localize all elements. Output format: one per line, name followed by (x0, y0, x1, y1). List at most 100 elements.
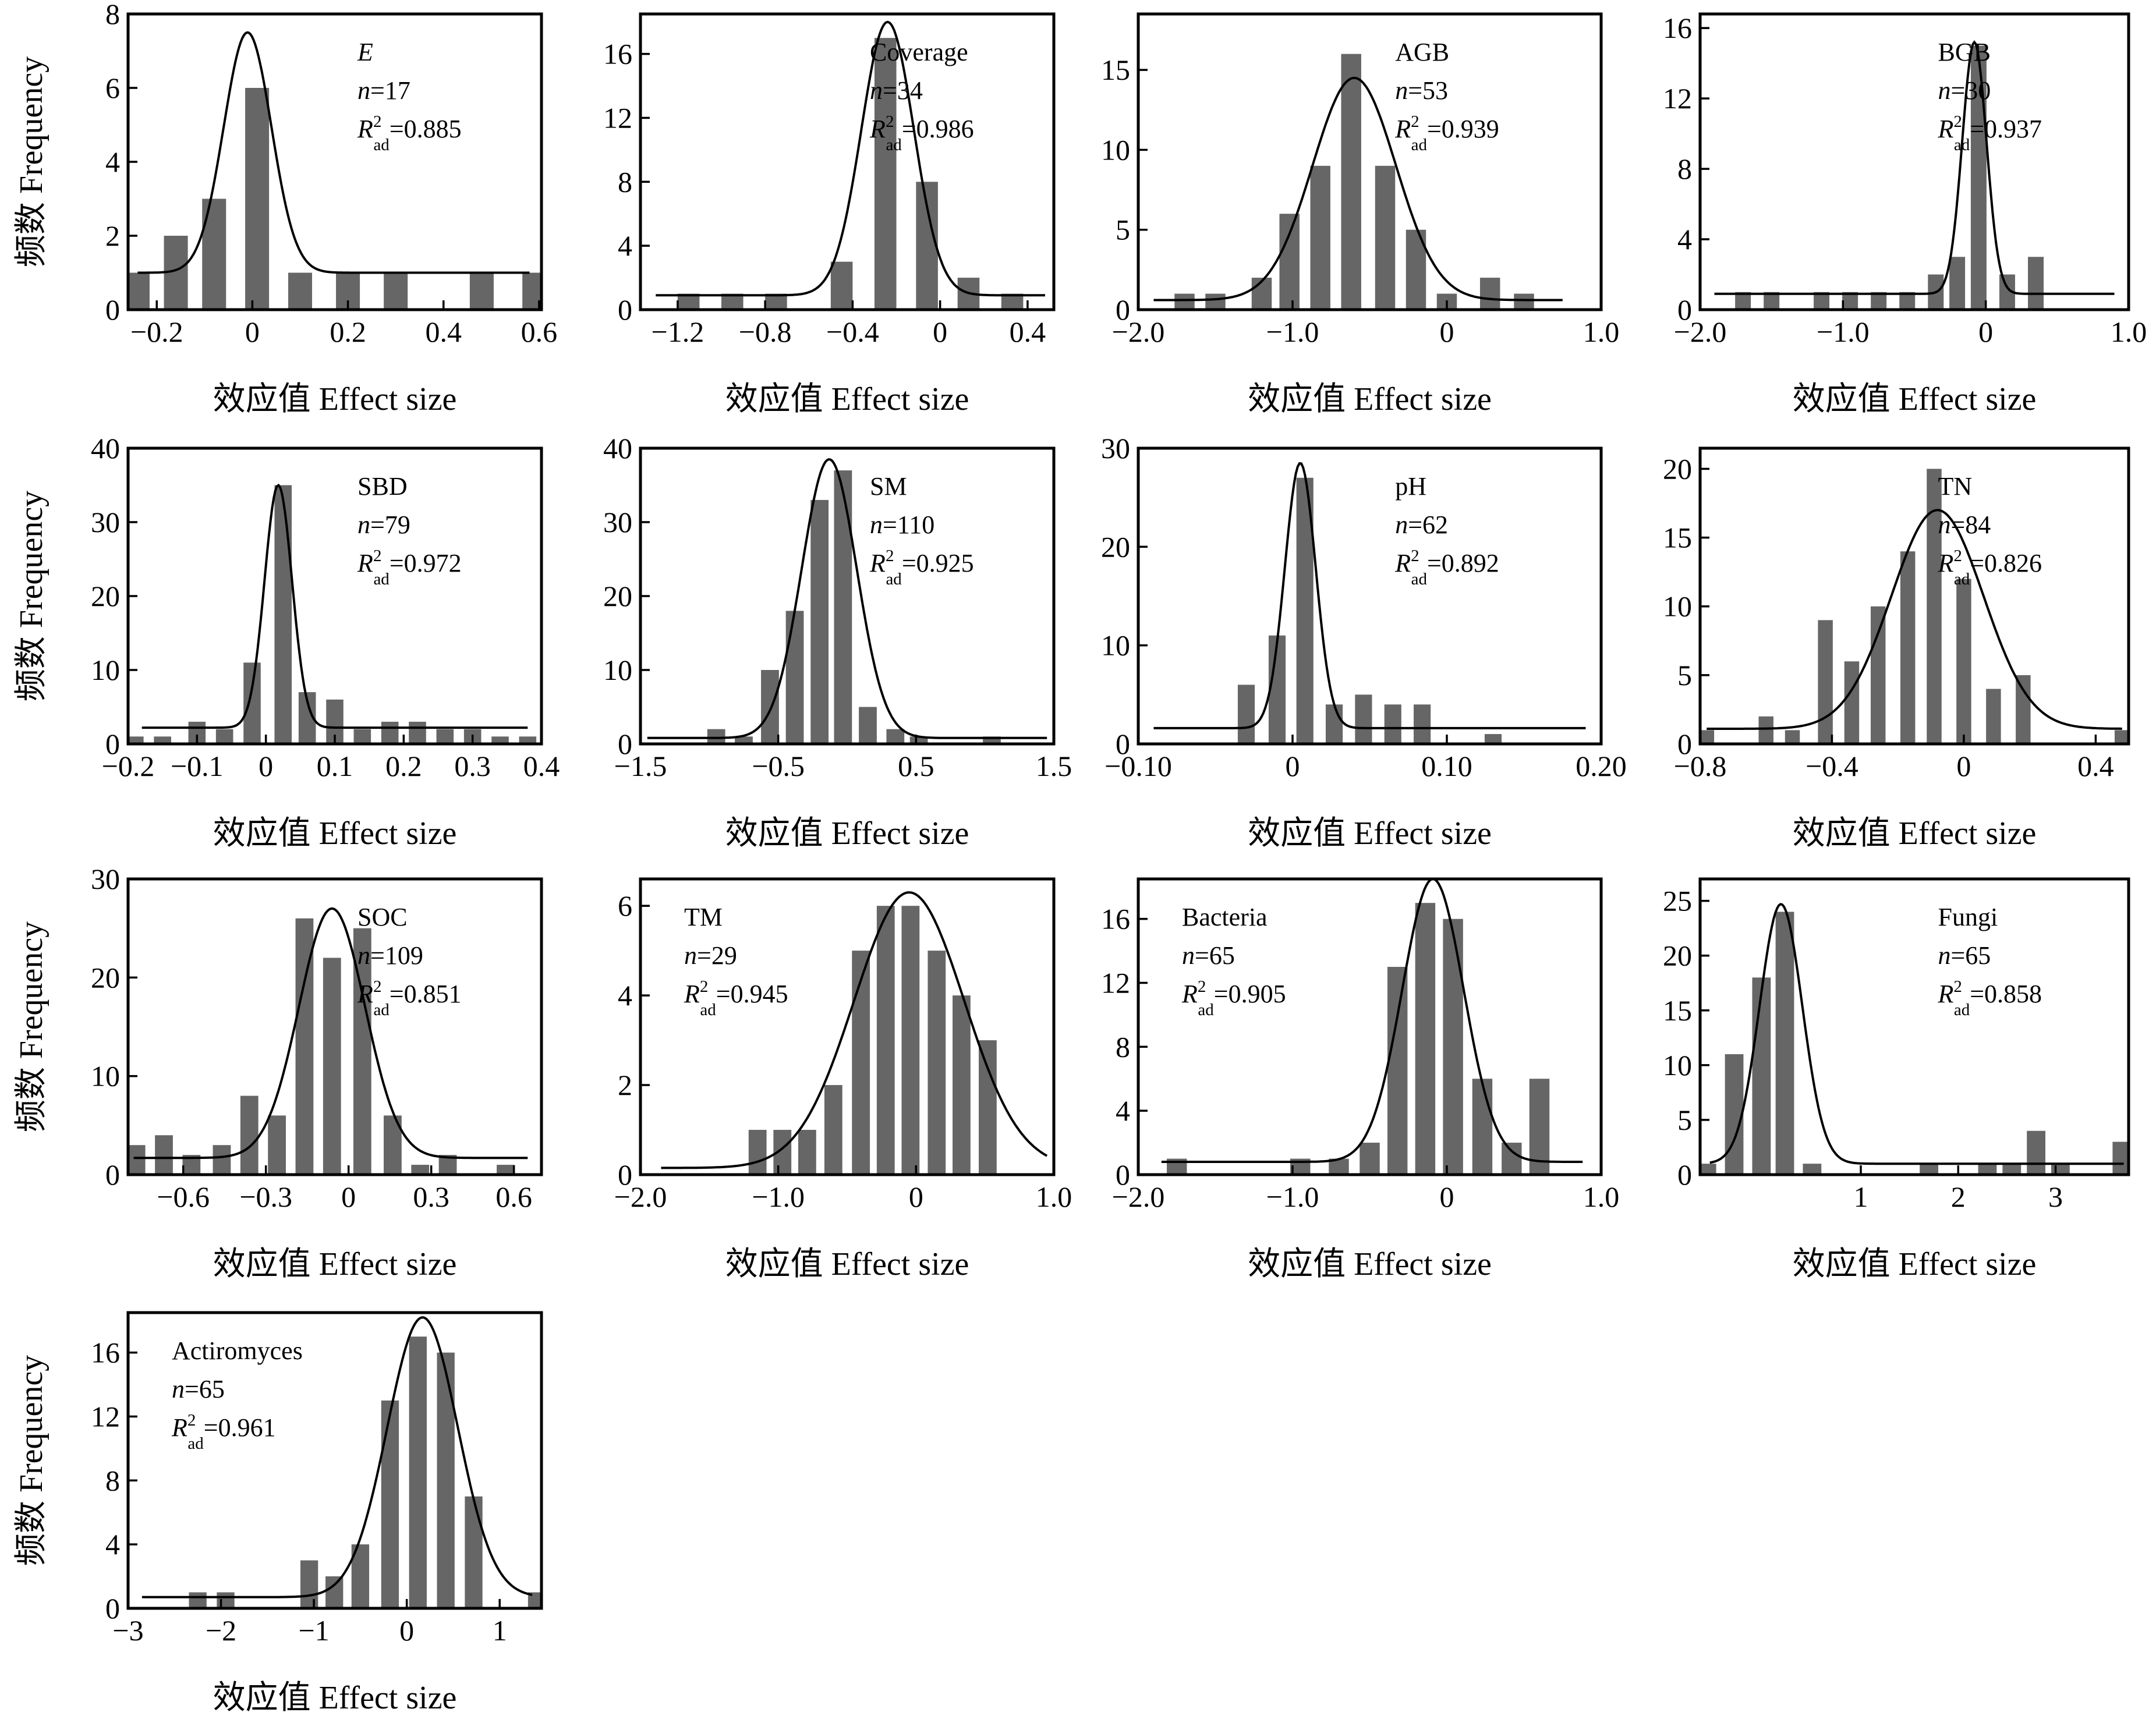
bars (1174, 54, 1534, 310)
x-tick-label: −0.8 (1674, 750, 1727, 782)
panel-annotation: Actiromyces n=65 R2 ad=0.961 (171, 1336, 303, 1453)
histogram-bar (1978, 1164, 1997, 1175)
histogram-bar (528, 1592, 541, 1608)
histogram-bar (384, 272, 408, 310)
adjusted-r2-text: R2 ad=0.961 (171, 1411, 276, 1453)
y-tick-label: 8 (618, 165, 632, 198)
histogram-bar (1360, 1143, 1380, 1175)
gaussian-fit-curve (1153, 76, 1563, 302)
y-tick-label: 8 (1677, 153, 1692, 185)
histogram-bar (909, 736, 928, 744)
y-tick-label: 20 (1101, 530, 1130, 563)
histogram-bar (953, 995, 971, 1175)
x-tick-label: −1.0 (752, 1180, 805, 1213)
adjusted-r2-text: R2 ad=0.858 (1937, 977, 2042, 1019)
x-tick-label: −2.0 (1112, 1180, 1165, 1213)
x-axis-title: 效应值 Effect size (725, 381, 969, 417)
sample-size-symbol: n (1182, 941, 1195, 970)
x-tick-label: 0.2 (385, 750, 422, 782)
bars (1237, 477, 1502, 744)
plot-frame (1137, 12, 1603, 311)
panel-agb: −2.0 −1.0 0 1.0 0 5 10 15 效应值 Effect size AGB n=53… (1101, 12, 1619, 417)
sample-size-value: =65 (1950, 941, 1991, 970)
panel-label: E (357, 38, 373, 66)
histogram-bar (381, 1401, 399, 1608)
histogram-bar (288, 272, 313, 310)
panel-label: Coverage (870, 38, 968, 66)
plot-frame (126, 12, 543, 311)
gaussian-fit-curve (656, 20, 1045, 297)
panel-annotation: Coverage n=34 R2 ad=0.986 (869, 38, 974, 154)
x-tick-label: −0.3 (239, 1180, 292, 1213)
y-tick-label: 5 (1677, 659, 1692, 692)
x-tick-label: −0.8 (739, 315, 792, 348)
histogram-bar (1479, 278, 1500, 310)
r2-superscript: 2 (373, 547, 382, 565)
r2-superscript: 2 (700, 977, 709, 996)
r2-subscript: ad (886, 136, 902, 154)
y-tick-label: 12 (91, 1400, 120, 1433)
histogram-bar (834, 470, 852, 744)
histogram-bar (2051, 1164, 2070, 1175)
panel-label: Bacteria (1182, 903, 1268, 931)
sample-size-value: =53 (1408, 76, 1448, 105)
histogram-bar (411, 1165, 430, 1175)
r2-symbol: R (1394, 549, 1411, 577)
sample-size-value: =30 (1950, 76, 1991, 105)
adjusted-r2-text: R2 ad=0.925 (869, 547, 974, 588)
y-tick-label: 10 (91, 1060, 120, 1093)
histogram-bar (1174, 293, 1195, 310)
histogram-bar (1814, 292, 1830, 310)
y-tick-label: 15 (1663, 994, 1692, 1027)
histogram-bar (1529, 1079, 1550, 1175)
histogram-bar (300, 1560, 318, 1608)
histogram-bar (830, 261, 853, 310)
histogram-bar (859, 707, 877, 744)
y-axis-title: 频数 Frequency (13, 491, 49, 701)
histogram-bar (1341, 54, 1361, 310)
sample-size-value: =110 (883, 510, 934, 539)
sample-size-value: =34 (883, 76, 923, 105)
panel-coverage: −1.2 −0.8 −0.4 0 0.4 0 4 8 12 16 效应值 Effect size Co… (603, 12, 1056, 417)
histogram-bar (1355, 694, 1372, 744)
y-tick-label: 12 (1663, 82, 1692, 115)
x-tick-label: 0.3 (413, 1180, 449, 1213)
adjusted-r2-text: R2 ad=0.972 (357, 547, 462, 588)
histogram-bar (128, 1145, 146, 1175)
sample-size-symbol: n (357, 510, 370, 539)
r2-subscript: ad (886, 570, 902, 588)
x-tick-label: −1.5 (614, 750, 667, 782)
plot-frame (1698, 877, 2130, 1176)
histogram-bar (154, 736, 171, 744)
histogram-bar (901, 906, 920, 1175)
histogram-bar (748, 1130, 767, 1175)
r2-value: =0.925 (902, 549, 974, 577)
sample-size-value: =65 (1195, 941, 1235, 970)
x-tick-label: 0 (1440, 1180, 1454, 1213)
x-tick-label: 0.10 (1421, 750, 1472, 782)
sample-size-value: =62 (1408, 510, 1448, 539)
y-tick-label: 2 (105, 219, 120, 252)
r2-superscript: 2 (886, 547, 894, 565)
panel-label: Actiromyces (172, 1336, 303, 1365)
x-tick-label: −2.0 (1112, 315, 1165, 348)
histogram-bar (491, 736, 509, 744)
x-tick-label: 0 (1440, 315, 1454, 348)
histogram-bar (1414, 704, 1431, 744)
r2-symbol: R (1937, 549, 1953, 577)
sample-size-text: n=79 (357, 510, 410, 539)
histogram-bar (1472, 1079, 1493, 1175)
x-axis-title: 效应值 Effect size (213, 381, 457, 417)
sample-size-value: =79 (370, 510, 410, 539)
r2-value: =0.945 (716, 980, 788, 1008)
y-tick-label: 0 (618, 728, 632, 760)
adjusted-r2-text: R2 ad=0.892 (1394, 547, 1499, 588)
r2-superscript: 2 (1953, 112, 1962, 131)
histogram-bar (1871, 292, 1887, 310)
bars (1167, 903, 1550, 1175)
panel-actiromyces: −3 −2 −1 0 1 0 4 8 12 16 效应值 Effect size Actiromyce… (91, 1311, 543, 1716)
r2-value: =0.937 (1970, 115, 2042, 143)
y-tick-label: 0 (1677, 293, 1692, 326)
sample-size-symbol: n (172, 1375, 185, 1403)
sample-size-text: n=110 (870, 510, 934, 539)
